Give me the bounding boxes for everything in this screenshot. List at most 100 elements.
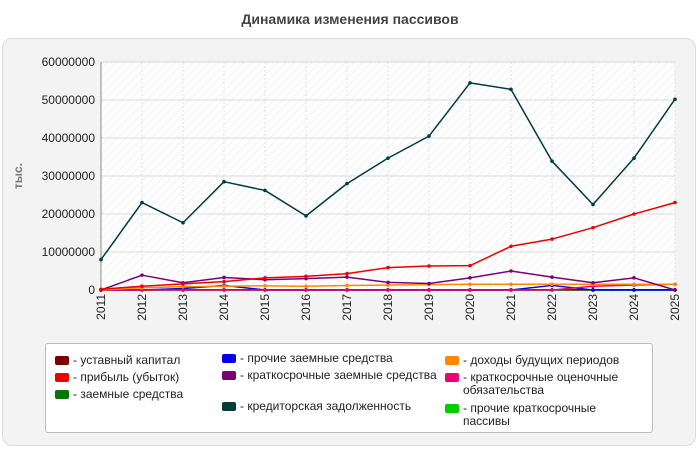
x-tick-label: 2025 <box>668 294 682 321</box>
data-point <box>222 284 226 289</box>
data-point <box>386 280 390 285</box>
data-point <box>345 283 349 288</box>
data-point <box>386 265 390 270</box>
legend-item: - прибыль (убыток) <box>55 371 270 384</box>
data-point <box>345 275 349 279</box>
legend-label: - доходы будущих периодов <box>463 353 620 367</box>
data-point <box>550 159 554 163</box>
data-point <box>99 257 103 262</box>
legend-label: - прочие заемные средства <box>240 351 393 365</box>
series-1 <box>99 200 677 292</box>
data-point <box>468 282 472 287</box>
series-5 <box>99 81 677 262</box>
legend-item: - заемные средства <box>55 388 270 401</box>
data-point <box>263 284 267 288</box>
data-point <box>263 288 267 292</box>
data-point <box>304 274 308 279</box>
data-point <box>263 188 267 193</box>
data-point <box>222 279 226 284</box>
data-point <box>673 288 677 292</box>
chart-title: Динамика изменения пассивов <box>241 11 459 27</box>
data-point <box>468 263 472 268</box>
data-point <box>673 97 677 102</box>
data-point <box>632 288 636 292</box>
data-point <box>550 282 554 287</box>
data-point <box>181 282 185 286</box>
x-tick-label: 2011 <box>94 294 108 320</box>
legend-label: - краткосрочные оценочные обязательства <box>463 370 619 397</box>
data-point <box>222 179 226 184</box>
data-point <box>140 284 144 289</box>
x-tick-label: 2020 <box>463 294 477 321</box>
data-point <box>591 202 595 207</box>
data-point <box>304 288 308 292</box>
legend-label: - кредиторская задолженность <box>240 399 412 413</box>
data-point <box>632 282 636 287</box>
data-point <box>427 134 431 138</box>
legend-label: - прочие краткосрочные пассивы <box>463 401 597 428</box>
data-point <box>140 200 144 205</box>
data-point <box>386 288 390 292</box>
data-point <box>673 200 677 205</box>
data-point <box>632 212 636 216</box>
data-point <box>468 276 472 280</box>
data-point <box>345 181 349 186</box>
data-point <box>550 275 554 279</box>
data-point <box>468 81 472 85</box>
legend-item: - краткосрочные оценочные обязательства <box>445 371 645 397</box>
data-point <box>345 288 349 292</box>
x-tick-label: 2012 <box>135 294 149 321</box>
data-point <box>386 283 390 287</box>
legend-swatch <box>222 402 236 411</box>
data-point <box>509 269 513 273</box>
legend: - уставный капитал - прибыль (убыток) - за… <box>45 343 653 433</box>
legend-item: - уставный капитал <box>55 354 270 367</box>
legend-label: - заемные средства <box>73 387 184 401</box>
legend-label: - уставный капитал <box>73 353 181 367</box>
legend-swatch <box>55 390 69 399</box>
data-point <box>304 284 308 289</box>
data-point <box>509 288 513 292</box>
legend-item: - доходы будущих периодов <box>445 354 645 367</box>
data-point <box>632 276 636 280</box>
y-axis-label: тыс. <box>11 163 25 189</box>
data-point <box>427 281 431 286</box>
legend-label: - краткосрочные заемные средства <box>240 368 437 382</box>
legend-swatch <box>55 356 69 365</box>
data-point <box>550 237 554 241</box>
y-tick-label: 20000000 <box>42 207 96 221</box>
data-point <box>591 288 595 292</box>
legend-swatch <box>222 354 236 363</box>
data-point <box>509 282 513 287</box>
data-point <box>427 264 431 268</box>
x-tick-label: 2017 <box>340 294 354 321</box>
data-point <box>468 288 472 292</box>
x-tick-label: 2021 <box>504 294 518 321</box>
gridlines <box>100 61 676 291</box>
data-point <box>673 282 677 287</box>
data-point <box>632 156 636 160</box>
legend-swatch <box>55 373 69 382</box>
data-point <box>181 220 185 225</box>
y-tick-label: 0 <box>88 283 95 297</box>
x-tick-label: 2015 <box>258 294 272 321</box>
data-point <box>591 225 595 230</box>
data-point <box>99 287 103 292</box>
data-point <box>140 273 144 277</box>
legend-swatch <box>222 371 236 380</box>
legend-item: - краткосрочные заемные средства <box>222 369 437 382</box>
data-point <box>509 87 513 92</box>
data-point <box>181 284 185 289</box>
x-tick-label: 2013 <box>176 294 190 321</box>
y-tick-label: 40000000 <box>42 131 96 145</box>
data-point <box>222 288 226 292</box>
data-point <box>345 271 349 276</box>
legend-item: - прочие краткосрочные пассивы <box>445 402 645 428</box>
series-layer <box>99 81 677 292</box>
x-tick-label: 2023 <box>586 294 600 321</box>
data-point <box>181 288 185 292</box>
x-tick-label: 2014 <box>217 294 231 321</box>
legend-swatch <box>445 404 459 413</box>
data-point <box>427 288 431 292</box>
